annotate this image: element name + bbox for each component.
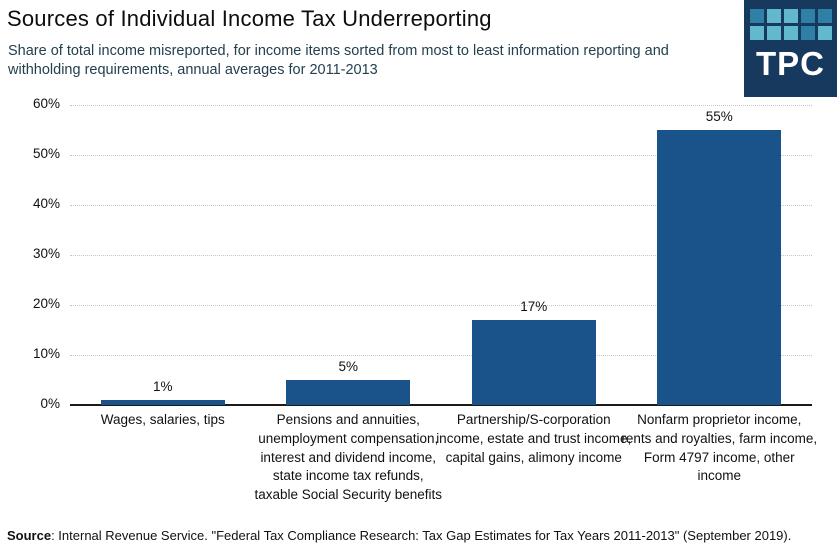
logo-square (749, 26, 764, 40)
y-axis-tick-label: 30% (32, 246, 60, 261)
source-text: : Internal Revenue Service. "Federal Tax… (51, 528, 792, 543)
tpc-logo-text: TPC (756, 45, 825, 82)
gridline (70, 305, 812, 306)
logo-square-row (744, 9, 837, 26)
logo-square (749, 9, 764, 23)
logo-square (817, 9, 832, 23)
logo-square (783, 26, 798, 40)
logo-square (817, 26, 832, 40)
logo-square (766, 9, 781, 23)
y-axis-tick-label: 10% (32, 346, 60, 361)
plot-area: 1% 5% 17% 55% (70, 105, 812, 406)
bar (471, 320, 596, 405)
x-axis-category-label: Pensions and annuities, unemployment com… (254, 412, 443, 503)
x-axis-category-label: Nonfarm proprietor income, rents and roy… (621, 412, 818, 484)
x-axis-category-label: Wages, salaries, tips (100, 412, 225, 427)
bar (100, 400, 225, 405)
x-axis-category-label: Partnership/S-corporation income, estate… (436, 412, 632, 465)
tpc-logo-squares-grid (744, 9, 837, 43)
gridline (70, 355, 812, 356)
gridline (70, 105, 812, 106)
bar (286, 380, 411, 405)
bar-value-label: 55% (705, 109, 733, 124)
gridline (70, 155, 812, 156)
page-title: Sources of Individual Income Tax Underre… (7, 6, 492, 31)
y-axis-tick-label: 20% (32, 296, 60, 311)
y-axis-tick-label: 50% (32, 146, 60, 161)
logo-square (800, 9, 815, 23)
page-subtitle: Share of total income misreported, for i… (8, 43, 669, 78)
tpc-logo: TPC (744, 0, 837, 97)
bar-value-label: 5% (338, 359, 358, 374)
logo-square (783, 9, 798, 23)
bar-value-label: 17% (520, 299, 548, 314)
bar-value-label: 1% (152, 379, 173, 394)
source-note: Source: Internal Revenue Service. "Feder… (7, 528, 832, 543)
logo-square (766, 26, 781, 40)
x-axis-baseline (70, 404, 812, 406)
y-axis-tick-label: 60% (32, 96, 60, 111)
logo-square (800, 26, 815, 40)
y-axis-tick-label: 0% (40, 396, 60, 411)
source-label: Source (7, 528, 52, 543)
gridline (70, 255, 812, 256)
logo-square-row (744, 26, 837, 43)
gridline (70, 205, 812, 206)
y-axis-tick-label: 40% (32, 196, 60, 211)
bar (657, 130, 782, 405)
